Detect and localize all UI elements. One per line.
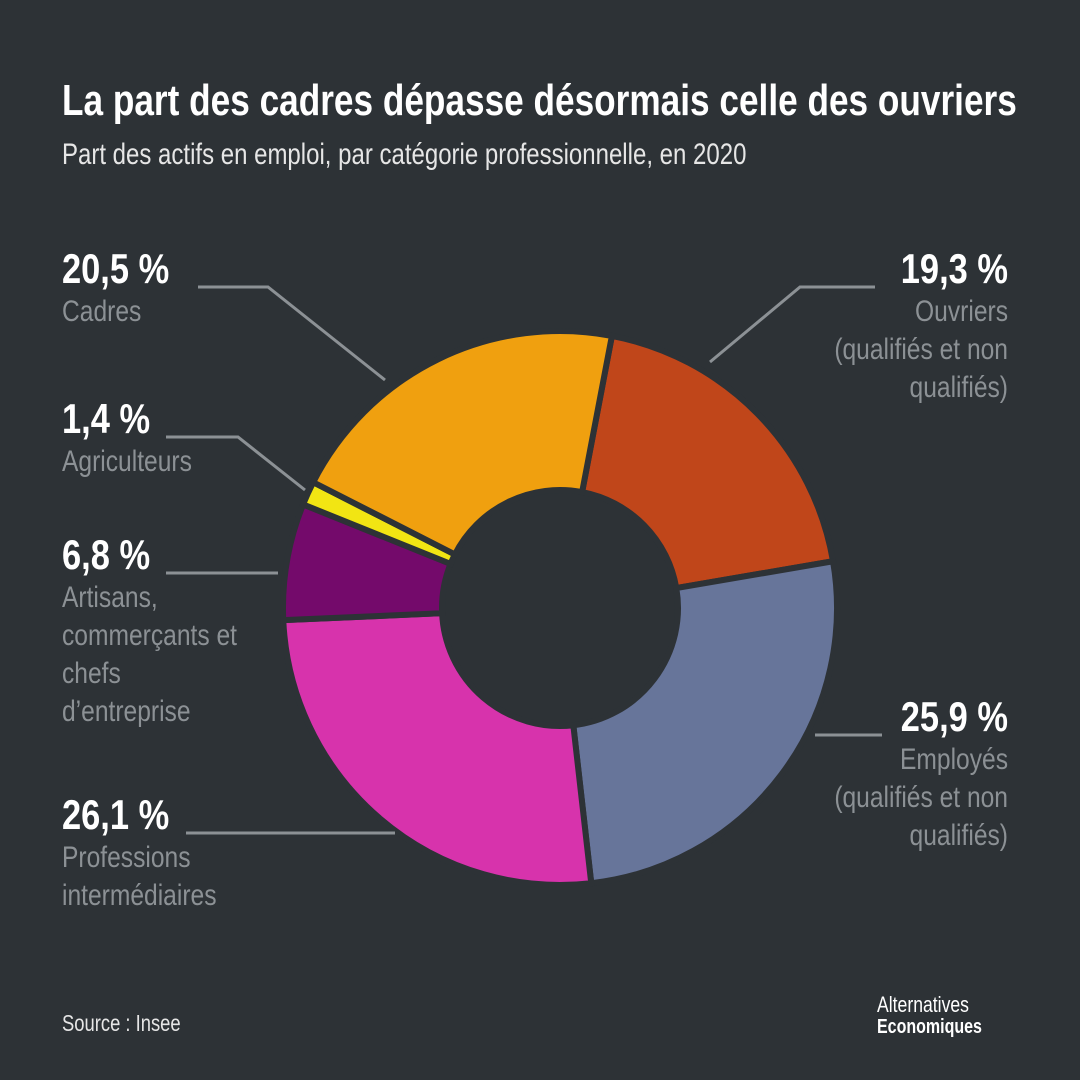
- value-label: 20,5 %: [62, 245, 170, 292]
- leader-line: [709, 285, 875, 364]
- value-label: 6,8 %: [62, 531, 151, 578]
- category-label: Employés (qualifiés et non qualifiés): [834, 743, 1008, 852]
- value-label: 25,9 %: [900, 693, 1008, 740]
- slice-label: 1,4 % Agriculteurs: [62, 395, 251, 481]
- category-label: Cadres: [62, 295, 142, 328]
- brand-line: Economiques: [876, 1016, 982, 1038]
- donut-slice: [280, 610, 595, 888]
- chart-title: La part des cadres dépasse désormais cel…: [62, 76, 1017, 125]
- category-label: Agriculteurs: [62, 445, 192, 478]
- category-label: Professions intermédiaires: [62, 841, 217, 912]
- value-label: 19,3 %: [900, 245, 1008, 292]
- slice-label: 20,5 % Cadres: [62, 245, 251, 331]
- value-label: 26,1 %: [62, 791, 170, 838]
- donut-slice: [578, 332, 837, 592]
- leader-line: [198, 285, 386, 382]
- source: Source : Insee: [62, 1010, 181, 1036]
- slice-label: 6,8 % Artisans, commerçants et chefs d’en…: [62, 531, 251, 731]
- category-label: Ouvriers (qualifiés et non qualifiés): [834, 295, 1008, 404]
- brand: Alternatives Economiques: [876, 992, 1008, 1039]
- donut-slice: [309, 328, 616, 559]
- slice-label: 26,1 % Professions intermédiaires: [62, 791, 251, 915]
- donut-slice: [569, 557, 840, 887]
- slice-label: 25,9 % Employés (qualifiés et non qualifi…: [819, 693, 1008, 855]
- chart-subtitle: Part des actifs en emploi, par catégorie…: [62, 138, 747, 171]
- category-label: Artisans, commerçants et chefs d’entrepr…: [62, 581, 237, 728]
- slice-label: 19,3 % Ouvriers (qualifiés et non qualifi…: [819, 245, 1008, 407]
- value-label: 1,4 %: [62, 395, 151, 442]
- brand-line: Alternatives: [876, 992, 969, 1017]
- leader-line: [166, 435, 306, 492]
